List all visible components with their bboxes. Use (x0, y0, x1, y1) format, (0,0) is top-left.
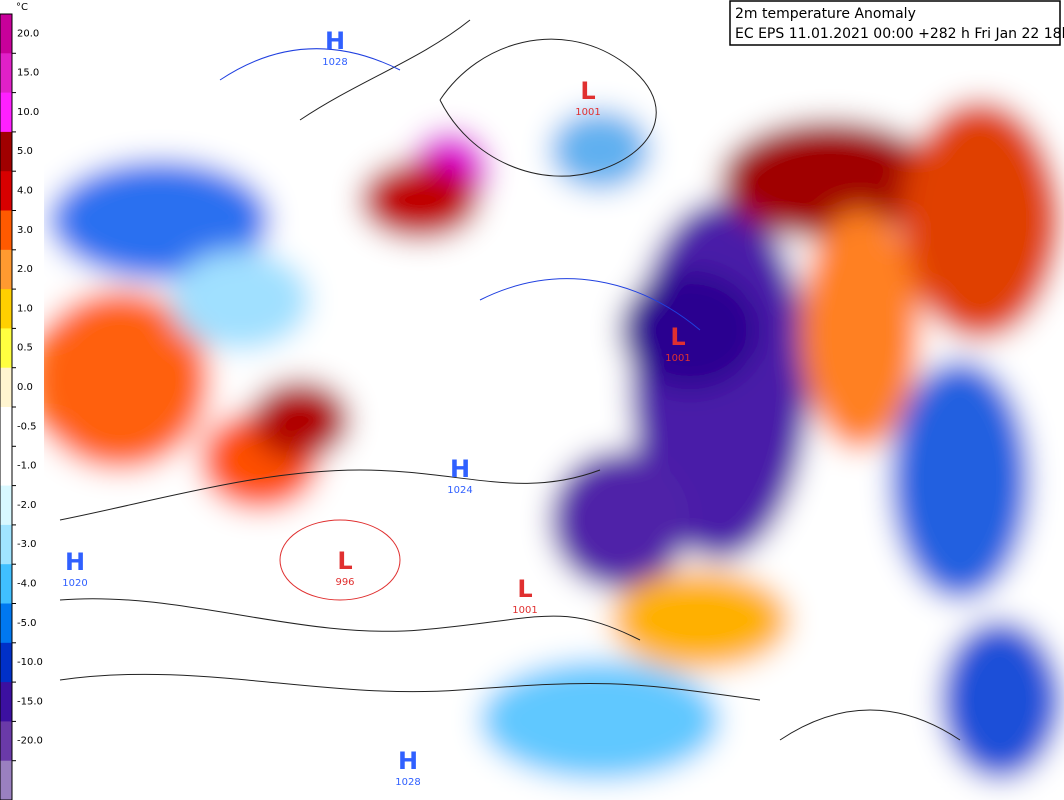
isobars (59, 19, 961, 741)
colorbar-band (0, 14, 12, 54)
colorbar-band (0, 289, 12, 329)
colorbar-band (0, 53, 12, 94)
subtitle: EC EPS 11.01.2021 00:00 +282 h Fri Jan 2… (735, 26, 1064, 42)
colorbar-label: -5.0 (17, 618, 37, 629)
colorbar-label: 15.0 (17, 68, 39, 79)
colorbar-band (0, 367, 12, 408)
colorbar: 20.0 15.0 10.0 5.0 4.0 3.0 2.0 1.0 0.5 0.0 -0.5 -1.… (0, 13, 43, 800)
colorbar-label: 0.5 (17, 343, 33, 354)
colorbar-band (0, 328, 12, 369)
colorbar-label: -4.0 (17, 579, 37, 590)
pressure-value: 1001 (665, 353, 690, 364)
pressure-centers: H 1028 H 1020 L 1001 L 1001 L 996 L 1001 H 1024 H 1028 (62, 27, 690, 788)
colorbar-band (0, 92, 12, 133)
colorbar-band (0, 642, 12, 683)
colorbar-label: 3.0 (17, 225, 33, 236)
colorbar-band (0, 249, 12, 290)
colorbar-band (0, 760, 12, 800)
colorbar-label: -15.0 (17, 696, 43, 707)
pressure-value: 1028 (395, 777, 420, 788)
colorbar-band (0, 407, 12, 447)
colorbar-band (0, 564, 12, 604)
colorbar-label: 1.0 (17, 303, 33, 314)
pressure-value: 1020 (62, 578, 87, 589)
colorbar-band (0, 210, 12, 251)
colorbar-label: 0.0 (17, 382, 33, 393)
colorbar-band (0, 446, 12, 487)
pressure-value: 1024 (447, 485, 472, 496)
pressure-value: 1001 (575, 107, 600, 118)
colorbar-band (0, 171, 12, 211)
colorbar-band (0, 524, 12, 565)
pressure-letter: H (450, 455, 470, 483)
pressure-letter: L (517, 575, 532, 603)
anomaly-field (30, 0, 1064, 800)
pressure-letter: L (580, 77, 595, 105)
colorbar-unit: °C (16, 2, 28, 13)
colorbar-band (0, 131, 12, 172)
pressure-value: 1028 (322, 57, 347, 68)
pressure-value: 1001 (512, 605, 537, 616)
colorbar-label: -20.0 (17, 736, 43, 747)
title-box: 2m temperature Anomaly EC EPS 11.01.2021… (729, 0, 1064, 46)
pressure-letter: L (337, 547, 352, 575)
colorbar-label: -0.5 (17, 421, 37, 432)
title-frame (729, 0, 1061, 46)
colorbar-label: 20.0 (17, 28, 39, 39)
pressure-letter: H (398, 747, 418, 775)
colorbar-label: -10.0 (17, 657, 43, 668)
colorbar-band (0, 721, 12, 762)
colorbar-label: -1.0 (17, 461, 37, 472)
title: 2m temperature Anomaly (735, 6, 916, 22)
colorbar-label: 10.0 (17, 107, 39, 118)
pressure-letter: L (670, 323, 685, 351)
colorbar-outline (0, 13, 13, 800)
colorbar-band (0, 682, 12, 722)
pressure-letter: H (65, 548, 85, 576)
colorbar-label: 4.0 (17, 186, 33, 197)
colorbar-band (0, 603, 12, 644)
colorbar-label: 5.0 (17, 146, 33, 157)
colorbar-label: -3.0 (17, 539, 37, 550)
pressure-letter: H (325, 27, 345, 55)
colorbar-label: 2.0 (17, 264, 33, 275)
pressure-value: 996 (335, 577, 354, 588)
colorbar-label: -2.0 (17, 500, 37, 511)
colorbar-band (0, 485, 12, 526)
